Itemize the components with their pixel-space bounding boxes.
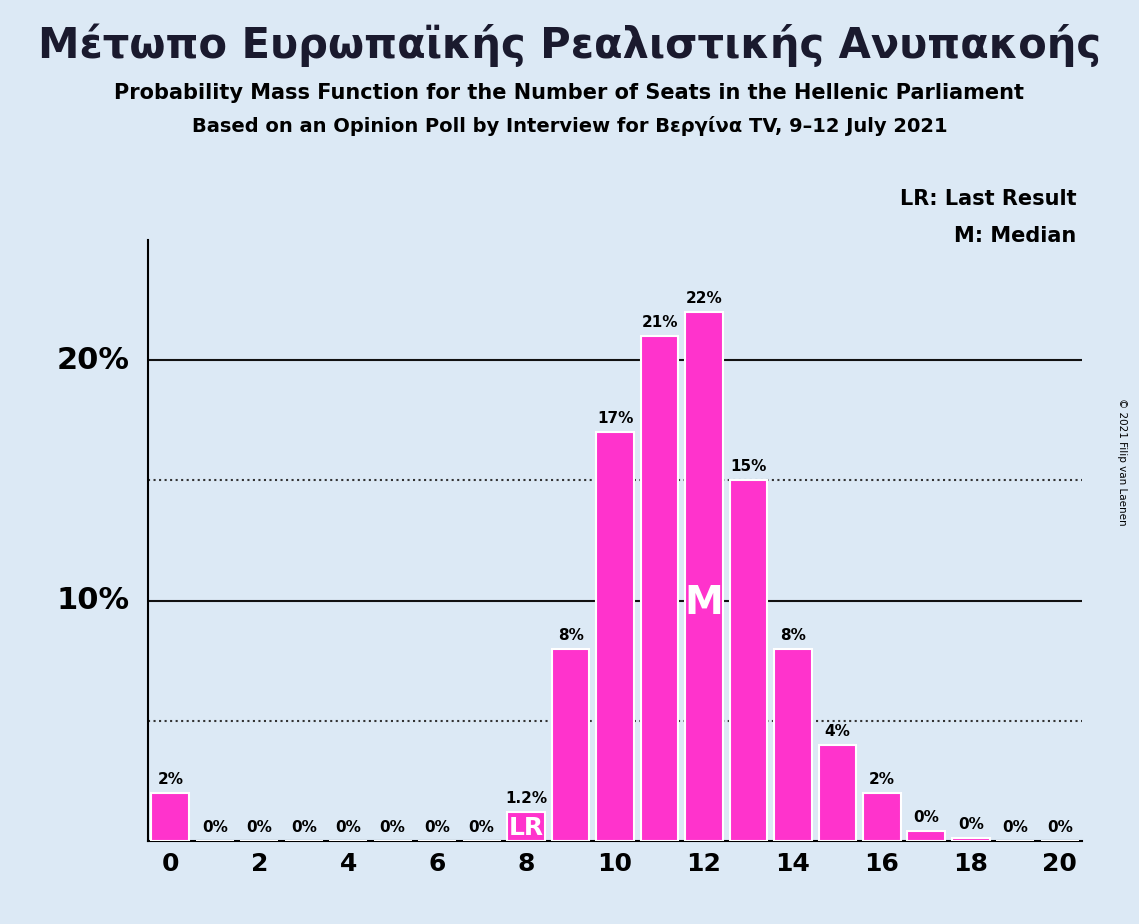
Bar [596,432,634,841]
Bar [151,793,189,841]
Text: 2%: 2% [869,772,895,787]
Bar [908,832,945,841]
Text: 0%: 0% [958,818,984,833]
Text: 0%: 0% [335,820,361,835]
Bar [819,745,857,841]
Bar [551,649,590,841]
Text: 0%: 0% [379,820,405,835]
Text: 4%: 4% [825,723,851,739]
Text: 8%: 8% [558,627,583,643]
Text: 2%: 2% [157,772,183,787]
Text: 0%: 0% [1002,820,1029,835]
Text: 0%: 0% [424,820,450,835]
Text: 0%: 0% [1047,820,1073,835]
Bar [685,312,723,841]
Text: Μέτωπο Ευρωπαϊκής Ρεαλιστικής Ανυπακοής: Μέτωπο Ευρωπαϊκής Ρεαλιστικής Ανυπακοής [38,23,1101,67]
Text: Probability Mass Function for the Number of Seats in the Hellenic Parliament: Probability Mass Function for the Number… [115,83,1024,103]
Text: 1.2%: 1.2% [505,791,547,806]
Text: 0%: 0% [246,820,272,835]
Text: M: M [685,584,723,622]
Text: 15%: 15% [730,459,767,475]
Text: 0%: 0% [913,810,940,825]
Bar [730,480,768,841]
Text: 17%: 17% [597,411,633,427]
Text: © 2021 Filip van Laenen: © 2021 Filip van Laenen [1117,398,1126,526]
Text: 0%: 0% [468,820,494,835]
Bar [775,649,812,841]
Bar [952,838,990,841]
Bar [507,812,544,841]
Text: LR: Last Result: LR: Last Result [900,189,1076,210]
Text: M: Median: M: Median [954,226,1076,247]
Text: 22%: 22% [686,291,722,307]
Text: 21%: 21% [641,315,678,331]
Text: 20%: 20% [57,346,130,375]
Text: 10%: 10% [56,586,130,615]
Text: 0%: 0% [202,820,228,835]
Text: Based on an Opinion Poll by Interview for Βεργίνα TV, 9–12 July 2021: Based on an Opinion Poll by Interview fo… [191,116,948,136]
Bar [863,793,901,841]
Bar [640,336,679,841]
Text: LR: LR [508,816,543,840]
Text: 8%: 8% [780,627,806,643]
Text: 0%: 0% [290,820,317,835]
